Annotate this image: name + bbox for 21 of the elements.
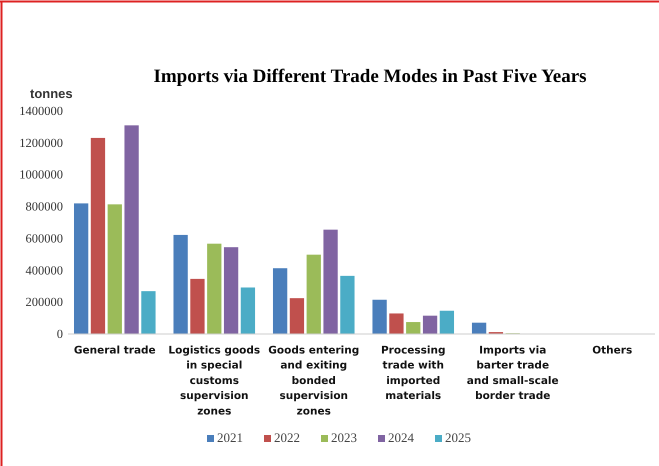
y-tick-label: 1400000 — [19, 104, 63, 118]
legend-label: 2023 — [331, 430, 357, 445]
y-tick-label: 200000 — [26, 295, 63, 310]
y-tick-label: 400000 — [26, 263, 63, 278]
chart-title: Imports via Different Trade Modes in Past Five Years — [153, 66, 587, 87]
legend-label: 2024 — [388, 430, 414, 445]
legend-label: 2022 — [274, 430, 300, 445]
x-tick-label: Processing trade with imported materials — [380, 344, 446, 402]
y-tick-label: 1200000 — [19, 136, 63, 150]
legend-label: 2025 — [445, 430, 471, 445]
x-tick-label: Others — [592, 344, 632, 356]
x-tick-label: Logistics goods in special customs supervision zones — [168, 344, 260, 418]
y-tick-label: 1000000 — [19, 168, 63, 182]
y-tick-label: 0 — [56, 327, 63, 341]
y-tick-label: 800000 — [26, 200, 63, 214]
legend-label: 2021 — [217, 430, 243, 445]
x-tick-label: Goods entering and exiting bonded supervision zones — [268, 344, 360, 418]
y-tick-label: 600000 — [26, 231, 63, 246]
x-tick-label: Imports via barter trade and small-scale border trade — [466, 344, 559, 402]
y-axis-title: tonnes — [30, 86, 73, 101]
x-tick-label: General trade — [74, 344, 156, 356]
